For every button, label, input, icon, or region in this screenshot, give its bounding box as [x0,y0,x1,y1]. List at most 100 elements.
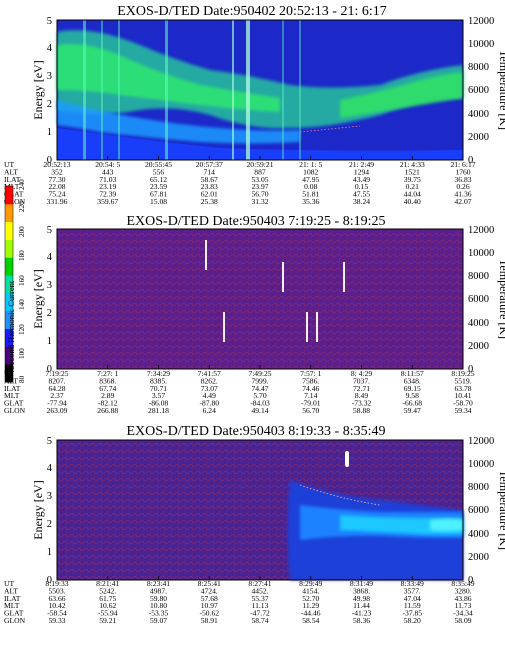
orbit-value: 3.57 [152,391,165,400]
panel-2-spike [306,312,308,342]
colorbar-label: Second Harmonic Current [6,280,16,370]
colorbar-segment [5,364,13,383]
orbit-value: 58.09 [454,616,471,625]
orbit-value: 6.24 [203,406,216,415]
orbit-row-label: MLT [4,391,20,400]
panel-3-ytick-right: 8000 [468,482,489,493]
orbit-value: 7.14 [304,391,317,400]
panel-1: EXOS-D/TED Date:950402 20:52:13 - 21: 6:… [4,4,505,206]
panel-1-ytick-right: 6000 [468,85,489,96]
orbit-value: 8:11:57 [401,369,424,378]
panel-3-title: EXOS-D/TED Date:950403 8:19:33 - 8:35:49 [127,424,386,439]
panel-1-ytick: 5 [47,16,52,27]
orbit-value: 2.37 [50,391,63,400]
orbit-value: 8207. [48,376,65,385]
orbit-value: 22.08 [48,182,65,191]
panel-3-spectrogram [287,451,463,580]
orbit-value: 59.47 [404,406,421,415]
orbit-value: 44.04 [404,190,421,199]
panel-1-bright-green [57,44,280,112]
orbit-value: 11.13 [252,601,269,610]
orbit-value: 23.59 [150,182,167,191]
orbit-value: 8:29:49 [299,579,322,588]
orbit-row-label: GLAT [4,609,24,618]
orbit-value: 1521 [405,167,420,176]
orbit-value: 1294 [354,167,369,176]
orbit-value: 3868. [353,586,370,595]
colorbar-segment [5,221,13,240]
colorbar-tick: 200 [18,226,26,237]
orbit-value: 20:52:13 [43,160,70,169]
orbit-value: 11.73 [455,601,472,610]
panel-3-spike [345,451,349,467]
orbit-value: 75.24 [48,190,65,199]
panel-1-stripe [83,20,86,160]
panel-3-orbit-table: UTALTILATMLTGLATGLON8:19:335503.63.6610.… [4,576,475,625]
orbit-value: 69.15 [404,384,421,393]
orbit-value: -86.08 [149,399,169,408]
panel-3-y-axis: 0 1 2 3 4 5 Energy [eV] [31,436,53,586]
orbit-value: 359.67 [97,197,118,206]
orbit-value: 7:49:25 [248,369,271,378]
panel-3-ytick: 0 [47,575,52,586]
panel-3-ytick-right: 4000 [468,529,489,540]
orbit-row-label: UT [4,160,14,169]
orbit-value: 5503. [48,586,65,595]
colorbar-tick: 100 [18,348,26,359]
orbit-value: 20:57:37 [196,160,223,169]
orbit-value: 59.34 [454,406,471,415]
orbit-value: 11.29 [302,601,319,610]
colorbar-gradient [5,186,13,383]
panel-1-stripe [282,20,284,160]
panel-1-temp-trace [299,125,361,133]
orbit-value: 59.07 [150,616,167,625]
orbit-value: 887 [254,167,266,176]
orbit-value: 20:55:45 [145,160,172,169]
orbit-value: 8:31:49 [350,579,373,588]
colorbar-segment [5,186,13,205]
orbit-value: 23.19 [99,182,116,191]
orbit-value: 10.62 [99,601,116,610]
orbit-value: 57.68 [201,594,218,603]
orbit-row-label: GLAT [4,190,24,199]
orbit-value: 23.83 [201,182,218,191]
orbit-value: 43.86 [454,594,471,603]
orbit-row-label: ILAT [4,594,21,603]
orbit-value: 10.41 [454,391,471,400]
orbit-value: 3280. [454,586,471,595]
colorbar: 80 100 120 140 160 180 200 220 240 Secon… [4,179,26,383]
orbit-value: 59.21 [99,616,116,625]
colorbar-segment [5,310,13,330]
orbit-value: 8:19:33 [45,579,68,588]
orbit-row-label: MLT [4,601,20,610]
orbit-value: -37.85 [402,609,422,618]
orbit-value: 40.40 [404,197,421,206]
orbit-value: 58.88 [353,406,370,415]
orbit-value: 7999. [251,376,268,385]
panel-2-ytick-right: 8000 [468,271,489,282]
orbit-value: 70.71 [150,384,167,393]
panel-2-spike [223,312,225,342]
orbit-value: 56.70 [251,190,268,199]
panel-3-ytick-right: 6000 [468,505,489,516]
panel-1-lower-cyan [57,128,463,160]
colorbar-segment [5,292,13,312]
colorbar-segment [5,239,13,258]
panel-3-ytick: 1 [47,547,52,558]
orbit-value: 63.66 [48,594,65,603]
orbit-row-label: GLON [4,406,26,415]
orbit-value: 58.54 [302,616,319,625]
orbit-value: 7586. [302,376,319,385]
panel-3-ytick: 2 [47,519,52,530]
panel-2-ylabel: Energy [eV] [31,269,45,328]
orbit-value: 8:23:41 [147,579,170,588]
orbit-value: 65.12 [150,175,167,184]
orbit-value: -82.12 [98,399,118,408]
orbit-value: 71.03 [99,175,116,184]
orbit-value: 47.04 [404,594,421,603]
orbit-value: 74.47 [251,384,268,393]
panel-3-ylabel-right: Temperature [K] [497,470,505,550]
orbit-value: 0.15 [355,182,368,191]
colorbar-segment [5,328,13,347]
orbit-value: 5242. [99,586,116,595]
